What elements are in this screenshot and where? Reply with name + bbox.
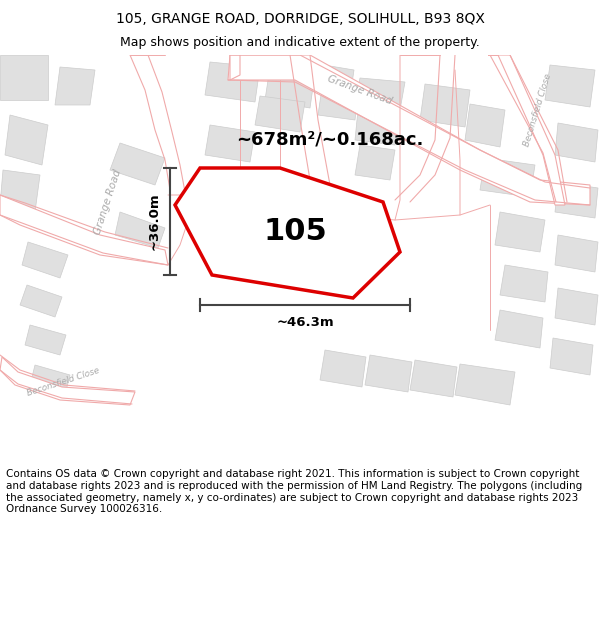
Polygon shape — [355, 110, 398, 145]
Polygon shape — [175, 168, 400, 298]
Polygon shape — [22, 242, 68, 278]
Polygon shape — [255, 96, 305, 132]
Text: ~36.0m: ~36.0m — [148, 192, 161, 250]
Text: Grange Road: Grange Road — [93, 168, 123, 236]
Text: ~678m²/~0.168ac.: ~678m²/~0.168ac. — [236, 131, 424, 149]
Polygon shape — [555, 182, 598, 218]
Text: 105: 105 — [263, 217, 327, 246]
Polygon shape — [495, 310, 543, 348]
Polygon shape — [115, 212, 165, 248]
Polygon shape — [365, 355, 412, 392]
Polygon shape — [0, 195, 168, 265]
Polygon shape — [550, 338, 593, 375]
Polygon shape — [480, 158, 535, 197]
Text: Contains OS data © Crown copyright and database right 2021. This information is : Contains OS data © Crown copyright and d… — [6, 469, 582, 514]
Text: Grange Road: Grange Road — [326, 74, 394, 106]
Polygon shape — [0, 170, 40, 212]
Text: Beconsfield Close: Beconsfield Close — [523, 72, 553, 148]
Text: Map shows position and indicative extent of the property.: Map shows position and indicative extent… — [120, 36, 480, 49]
Polygon shape — [265, 67, 315, 108]
Polygon shape — [20, 285, 62, 317]
Polygon shape — [25, 325, 66, 355]
Polygon shape — [500, 265, 548, 302]
Polygon shape — [465, 104, 505, 147]
Polygon shape — [410, 360, 457, 397]
Polygon shape — [545, 65, 595, 107]
Text: Beconsfield Close: Beconsfield Close — [26, 366, 100, 398]
Polygon shape — [555, 288, 598, 325]
Text: ~46.3m: ~46.3m — [276, 316, 334, 329]
Polygon shape — [320, 65, 354, 97]
Polygon shape — [228, 55, 590, 205]
Polygon shape — [420, 84, 470, 127]
Text: 105, GRANGE ROAD, DORRIDGE, SOLIHULL, B93 8QX: 105, GRANGE ROAD, DORRIDGE, SOLIHULL, B9… — [116, 12, 484, 26]
Polygon shape — [230, 55, 240, 80]
Polygon shape — [455, 364, 515, 405]
Polygon shape — [0, 357, 135, 405]
Polygon shape — [5, 115, 48, 165]
Polygon shape — [320, 350, 366, 387]
Polygon shape — [555, 235, 598, 272]
Polygon shape — [110, 143, 165, 185]
Polygon shape — [318, 88, 358, 120]
Polygon shape — [555, 123, 598, 162]
Polygon shape — [488, 55, 565, 205]
Polygon shape — [355, 145, 395, 180]
Polygon shape — [30, 365, 70, 395]
Polygon shape — [355, 78, 405, 110]
Polygon shape — [0, 55, 48, 100]
Polygon shape — [55, 67, 95, 105]
Polygon shape — [495, 212, 545, 252]
Polygon shape — [205, 62, 260, 102]
Polygon shape — [205, 125, 255, 162]
